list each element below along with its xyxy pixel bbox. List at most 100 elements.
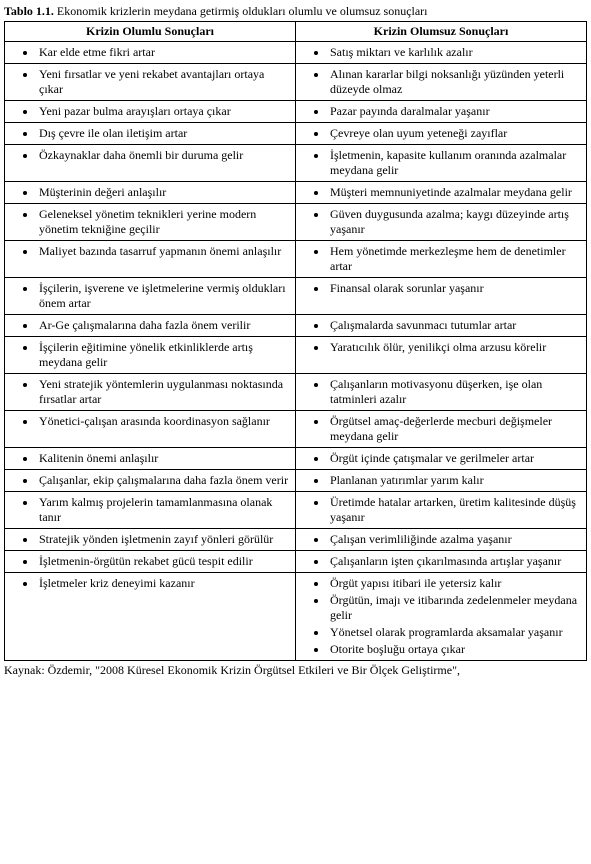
list-item: Müşteri memnuniyetinde azalmalar meydana… [328,184,582,201]
list-item: İşletmenin-örgütün rekabet gücü tespit e… [37,553,291,570]
positive-list: Çalışanlar, ekip çalışmalarına daha fazl… [9,472,291,489]
list-item: Müşterinin değeri anlaşılır [37,184,291,201]
cell-negative: Finansal olarak sorunlar yaşanır [296,278,587,315]
negative-list: Alınan kararlar bilgi noksanlığı yüzünde… [300,66,582,98]
list-item: Çalışanların motivasyonu düşerken, işe o… [328,376,582,408]
cell-negative: İşletmenin, kapasite kullanım oranında a… [296,145,587,182]
cell-negative: Hem yönetimde merkezleşme hem de denetim… [296,241,587,278]
list-item: Örgüt yapısı itibari ile yetersiz kalır [328,575,582,592]
table-row: Maliyet bazında tasarruf yapmanın önemi … [5,241,587,278]
list-item: Kalitenin önemi anlaşılır [37,450,291,467]
list-item: Hem yönetimde merkezleşme hem de denetim… [328,243,582,275]
positive-list: Geleneksel yönetim teknikleri yerine mod… [9,206,291,238]
cell-positive: Müşterinin değeri anlaşılır [5,182,296,204]
list-item: Stratejik yönden işletmenin zayıf yönler… [37,531,291,548]
negative-list: Çalışan verimliliğinde azalma yaşanır [300,531,582,548]
cell-positive: Çalışanlar, ekip çalışmalarına daha fazl… [5,470,296,492]
negative-list: Çevreye olan uyum yeteneği zayıflar [300,125,582,142]
header-left: Krizin Olumlu Sonuçları [5,22,296,42]
caption-rest: Ekonomik krizlerin meydana getirmiş oldu… [54,4,428,18]
list-item: Dış çevre ile olan iletişim artar [37,125,291,142]
positive-list: Maliyet bazında tasarruf yapmanın önemi … [9,243,291,260]
list-item: Yeni stratejik yöntemlerin uygulanması n… [37,376,291,408]
table-row: Yeni pazar bulma arayışları ortaya çıkar… [5,101,587,123]
list-item: Yönetsel olarak programlarda aksamalar y… [328,624,582,641]
positive-list: Dış çevre ile olan iletişim artar [9,125,291,142]
negative-list: Örgüt yapısı itibari ile yetersiz kalırÖ… [300,575,582,658]
table-row: Ar-Ge çalışmalarına daha fazla önem veri… [5,315,587,337]
negative-list: Yaratıcılık ölür, yenilikçi olma arzusu … [300,339,582,356]
cell-positive: İşletmeler kriz deneyimi kazanır [5,573,296,661]
list-item: Çalışan verimliliğinde azalma yaşanır [328,531,582,548]
cell-positive: İşçilerin eğitimine yönelik etkinliklerd… [5,337,296,374]
cell-positive: Yeni fırsatlar ve yeni rekabet avantajla… [5,64,296,101]
list-item: Satış miktarı ve karlılık azalır [328,44,582,61]
negative-list: Çalışanların işten çıkarılmasında artışl… [300,553,582,570]
negative-list: Müşteri memnuniyetinde azalmalar meydana… [300,184,582,201]
negative-list: Satış miktarı ve karlılık azalır [300,44,582,61]
table-row: Geleneksel yönetim teknikleri yerine mod… [5,204,587,241]
cell-negative: Çevreye olan uyum yeteneği zayıflar [296,123,587,145]
list-item: Örgüt içinde çatışmalar ve gerilmeler ar… [328,450,582,467]
list-item: Yeni pazar bulma arayışları ortaya çıkar [37,103,291,120]
cell-positive: Kalitenin önemi anlaşılır [5,448,296,470]
table-row: Müşterinin değeri anlaşılır Müşteri memnu… [5,182,587,204]
list-item: Yönetici-çalışan arasında koordinasyon s… [37,413,291,430]
table-row: Kar elde etme fikri artar Satış miktarı v… [5,42,587,64]
list-item: Yeni fırsatlar ve yeni rekabet avantajla… [37,66,291,98]
list-item: Pazar payında daralmalar yaşanır [328,103,582,120]
table-row: Yeni stratejik yöntemlerin uygulanması n… [5,374,587,411]
list-item: Otorite boşluğu ortaya çıkar [328,641,582,658]
positive-list: Ar-Ge çalışmalarına daha fazla önem veri… [9,317,291,334]
cell-positive: Yeni pazar bulma arayışları ortaya çıkar [5,101,296,123]
source-line: Kaynak: Özdemir, "2008 Küresel Ekonomik … [4,663,587,678]
positive-list: İşletmenin-örgütün rekabet gücü tespit e… [9,553,291,570]
positive-list: Stratejik yönden işletmenin zayıf yönler… [9,531,291,548]
negative-list: Örgüt içinde çatışmalar ve gerilmeler ar… [300,450,582,467]
cell-negative: Güven duygusunda azalma; kaygı düzeyinde… [296,204,587,241]
list-item: Çalışmalarda savunmacı tutumlar artar [328,317,582,334]
positive-list: Yeni fırsatlar ve yeni rekabet avantajla… [9,66,291,98]
cell-positive: Maliyet bazında tasarruf yapmanın önemi … [5,241,296,278]
list-item: Finansal olarak sorunlar yaşanır [328,280,582,297]
cell-negative: Örgüt içinde çatışmalar ve gerilmeler ar… [296,448,587,470]
positive-list: Kar elde etme fikri artar [9,44,291,61]
positive-list: Yarım kalmış projelerin tamamlanmasına o… [9,494,291,526]
negative-list: Çalışmalarda savunmacı tutumlar artar [300,317,582,334]
list-item: Güven duygusunda azalma; kaygı düzeyinde… [328,206,582,238]
table-row: Yeni fırsatlar ve yeni rekabet avantajla… [5,64,587,101]
cell-negative: Çalışanların işten çıkarılmasında artışl… [296,551,587,573]
list-item: Ar-Ge çalışmalarına daha fazla önem veri… [37,317,291,334]
cell-positive: Geleneksel yönetim teknikleri yerine mod… [5,204,296,241]
table-row: Dış çevre ile olan iletişim artar Çevreye… [5,123,587,145]
list-item: İşletmenin, kapasite kullanım oranında a… [328,147,582,179]
list-item: İşçilerin, işverene ve işletmelerine ver… [37,280,291,312]
cell-negative: Müşteri memnuniyetinde azalmalar meydana… [296,182,587,204]
negative-list: Finansal olarak sorunlar yaşanır [300,280,582,297]
list-item: Üretimde hatalar artarken, üretim kalite… [328,494,582,526]
negative-list: Üretimde hatalar artarken, üretim kalite… [300,494,582,526]
cell-negative: Satış miktarı ve karlılık azalır [296,42,587,64]
table-row: İşletmeler kriz deneyimi kazanırÖrgüt ya… [5,573,587,661]
negative-list: Örgütsel amaç-değerlerde mecburi değişme… [300,413,582,445]
negative-list: Güven duygusunda azalma; kaygı düzeyinde… [300,206,582,238]
positive-list: Özkaynaklar daha önemli bir duruma gelir [9,147,291,164]
cell-negative: Planlanan yatırımlar yarım kalır [296,470,587,492]
cell-negative: Üretimde hatalar artarken, üretim kalite… [296,492,587,529]
table-row: İşletmenin-örgütün rekabet gücü tespit e… [5,551,587,573]
cell-positive: İşçilerin, işverene ve işletmelerine ver… [5,278,296,315]
positive-list: Yeni stratejik yöntemlerin uygulanması n… [9,376,291,408]
cell-positive: Dış çevre ile olan iletişim artar [5,123,296,145]
cell-negative: Örgüt yapısı itibari ile yetersiz kalırÖ… [296,573,587,661]
table-row: Yarım kalmış projelerin tamamlanmasına o… [5,492,587,529]
list-item: Alınan kararlar bilgi noksanlığı yüzünde… [328,66,582,98]
cell-positive: İşletmenin-örgütün rekabet gücü tespit e… [5,551,296,573]
negative-list: Pazar payında daralmalar yaşanır [300,103,582,120]
cell-positive: Kar elde etme fikri artar [5,42,296,64]
cell-positive: Yarım kalmış projelerin tamamlanmasına o… [5,492,296,529]
cell-negative: Yaratıcılık ölür, yenilikçi olma arzusu … [296,337,587,374]
list-item: Özkaynaklar daha önemli bir duruma gelir [37,147,291,164]
positive-list: Kalitenin önemi anlaşılır [9,450,291,467]
cell-positive: Ar-Ge çalışmalarına daha fazla önem veri… [5,315,296,337]
header-right: Krizin Olumsuz Sonuçları [296,22,587,42]
